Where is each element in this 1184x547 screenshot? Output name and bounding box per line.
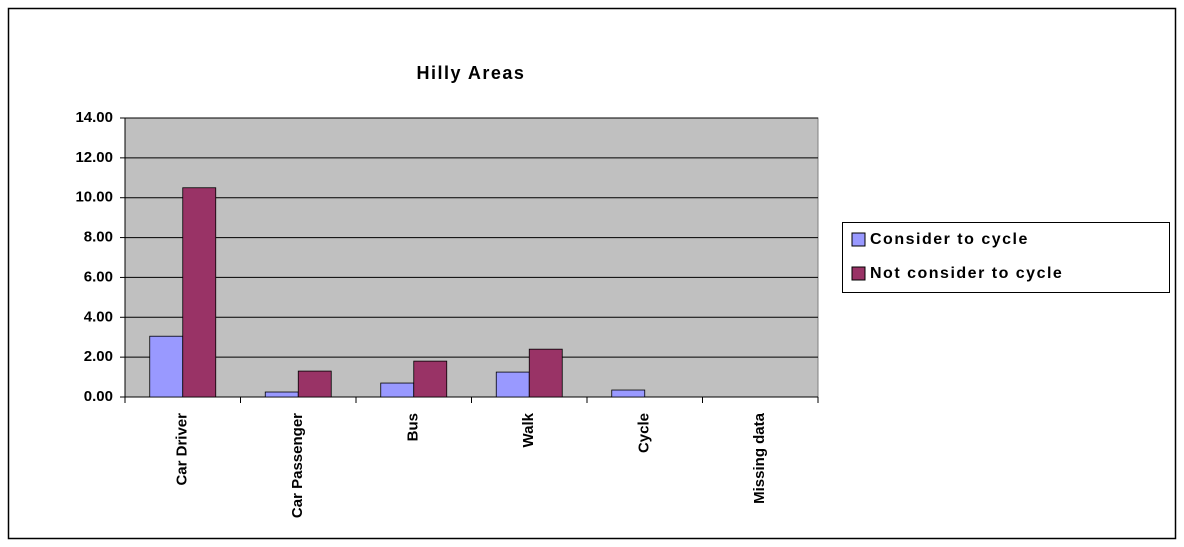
x-tick-label: Car Driver	[174, 413, 191, 486]
x-tick-label: Walk	[520, 412, 537, 447]
y-tick-label: 8.00	[84, 229, 113, 246]
legend-label: Consider to cycle	[870, 231, 1029, 248]
y-tick-label: 4.00	[84, 308, 113, 325]
bar	[149, 335, 184, 398]
y-tick-label: 0.00	[84, 388, 113, 405]
x-tick-label: Bus	[405, 413, 422, 441]
bar	[380, 382, 415, 398]
y-tick-label: 6.00	[84, 268, 113, 285]
legend-box	[842, 222, 1170, 293]
bar	[495, 371, 530, 398]
bar	[528, 348, 563, 398]
y-tick-label: 10.00	[75, 189, 113, 206]
legend-swatch	[851, 232, 866, 247]
y-tick-label: 14.00	[75, 109, 113, 126]
y-tick-label: 2.00	[84, 348, 113, 365]
x-tick-label: Cycle	[636, 413, 653, 453]
bar	[297, 370, 332, 398]
y-tick-label: 12.00	[75, 149, 113, 166]
plot-area	[124, 117, 819, 398]
chart-title: Hilly Areas	[417, 63, 526, 83]
bar	[413, 360, 448, 398]
x-tick-label: Car Passenger	[289, 413, 306, 518]
legend-label: Not consider to cycle	[870, 265, 1063, 282]
x-tick-label: Missing data	[751, 412, 768, 504]
bar	[264, 391, 299, 398]
legend-swatch	[851, 266, 866, 281]
bar	[182, 187, 217, 398]
bar	[611, 389, 646, 398]
